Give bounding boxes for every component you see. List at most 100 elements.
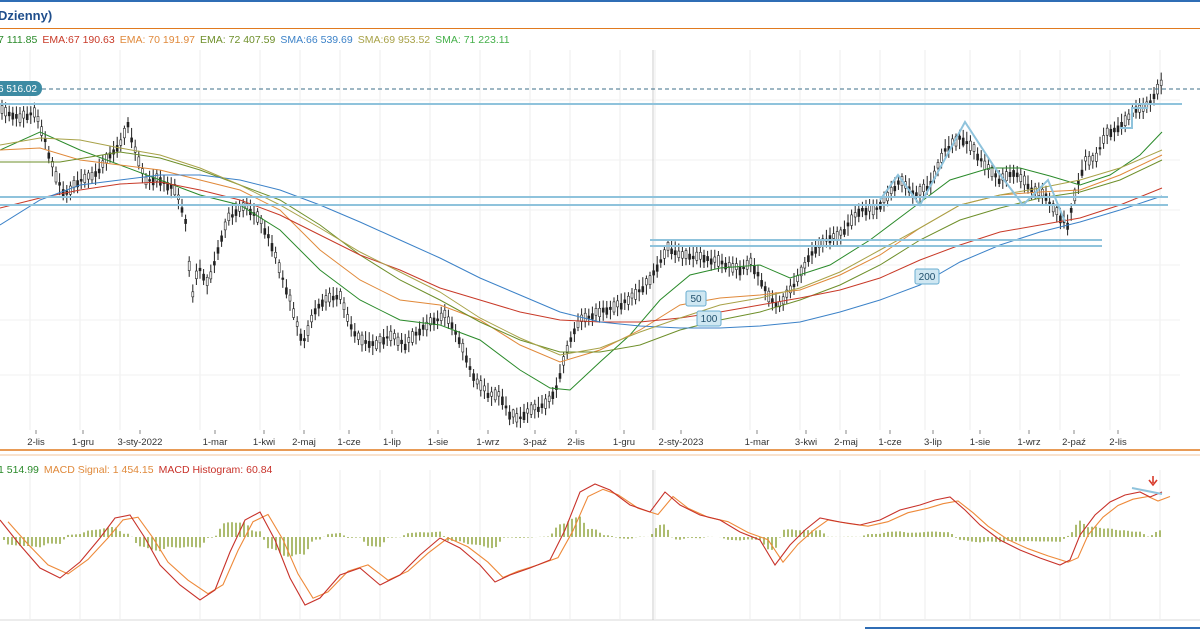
candle-body <box>691 255 695 260</box>
candle-body <box>706 256 709 261</box>
candle-body <box>1019 174 1023 182</box>
candle-body <box>83 173 87 183</box>
candle-body <box>483 385 486 392</box>
candle-body <box>655 264 659 272</box>
candle-body <box>123 128 126 139</box>
candle-body <box>151 176 155 186</box>
candle-body <box>382 337 385 345</box>
candle-body <box>277 262 281 273</box>
candle-body <box>367 341 371 348</box>
candle-body <box>1087 155 1091 166</box>
x-tick-label: 1-cze <box>337 437 360 448</box>
candle-body <box>634 289 637 300</box>
candle-body <box>799 266 803 277</box>
candle-body <box>533 403 537 411</box>
candle-body <box>393 333 396 340</box>
candle-body <box>583 312 587 323</box>
candle-body <box>1048 201 1051 205</box>
candle-body <box>15 114 18 119</box>
candle-body <box>371 341 375 346</box>
candle-body <box>987 164 990 170</box>
candle-body <box>281 277 285 280</box>
candle-body <box>353 331 357 337</box>
candle-body <box>803 262 807 269</box>
candle-body <box>580 314 583 322</box>
candle-body <box>69 185 72 195</box>
candle-body <box>882 197 886 203</box>
candle-body <box>443 309 447 318</box>
candle-body <box>112 149 115 155</box>
legend-item: EMA: 70 191.97 <box>119 34 196 46</box>
candle-body <box>990 167 994 177</box>
candle-body <box>670 248 673 255</box>
macd-divergence-line <box>1131 487 1163 495</box>
candle-body <box>663 249 666 259</box>
candle-body <box>180 207 184 213</box>
candle-body <box>475 378 479 385</box>
candle-body <box>871 205 875 216</box>
candle-body <box>526 408 529 414</box>
candle-body <box>1015 172 1019 178</box>
candle-body <box>263 228 267 235</box>
candle-body <box>285 287 288 295</box>
x-tick-label: 1-mar <box>203 437 228 448</box>
candle-body <box>965 141 969 145</box>
x-tick-label: 2-maj <box>292 437 316 448</box>
candle-body <box>187 260 191 271</box>
ma-label-50: 50 <box>690 294 702 305</box>
candle-body <box>47 152 51 159</box>
candle-body <box>205 276 209 286</box>
candle-body <box>29 112 33 116</box>
candle-body <box>727 262 731 268</box>
candle-body <box>407 337 411 343</box>
scrollbar[interactable] <box>865 627 1200 629</box>
candle-body <box>850 214 853 226</box>
candle-body <box>961 137 965 146</box>
price-tag: 6 516.02 <box>0 84 37 95</box>
candle-body <box>1084 156 1087 162</box>
candle-body <box>1041 188 1044 197</box>
candle-body <box>97 168 101 174</box>
x-tick-label: 2-lis <box>1109 437 1127 448</box>
candle-body <box>198 267 202 272</box>
candle-body <box>335 295 339 300</box>
candle-body <box>857 208 861 217</box>
candle-body <box>814 246 817 254</box>
candle-body <box>4 107 7 117</box>
candle-body <box>1113 127 1116 133</box>
candle-body <box>429 317 432 326</box>
candle-body <box>893 186 897 192</box>
candle-body <box>807 255 810 263</box>
x-tick-label: 1-lip <box>383 437 401 448</box>
candle-body <box>292 308 295 318</box>
candle-body <box>360 334 364 346</box>
candle-body <box>328 292 331 303</box>
candle-body <box>756 271 760 277</box>
candle-body <box>673 250 677 256</box>
candle-body <box>540 403 544 408</box>
candle-body <box>774 302 778 308</box>
candle-body <box>936 162 940 169</box>
candle-body <box>1055 207 1059 215</box>
window-top-border <box>0 0 1200 2</box>
candle-body <box>1159 79 1163 86</box>
candle-body <box>421 324 425 330</box>
candle-body <box>1152 93 1156 100</box>
legend-item: EMA: 72 407.59 <box>200 34 276 46</box>
candle-body <box>313 308 317 315</box>
legend-item: SMA: 71 223.11 <box>435 34 510 46</box>
legend-item: 7 111.85 <box>0 34 38 46</box>
candle-body <box>306 325 310 336</box>
candle-body <box>677 250 681 258</box>
head-shoulders-pattern <box>879 120 1066 223</box>
candle-body <box>209 271 213 280</box>
candle-body <box>767 290 771 303</box>
x-tick-label: 1-kwi <box>253 437 275 448</box>
candle-body <box>51 161 54 168</box>
down-arrow-icon <box>1148 476 1158 487</box>
candle-body <box>943 148 947 152</box>
ema-short-line <box>0 131 1163 391</box>
candle-body <box>641 286 645 293</box>
candle-body <box>36 116 40 122</box>
